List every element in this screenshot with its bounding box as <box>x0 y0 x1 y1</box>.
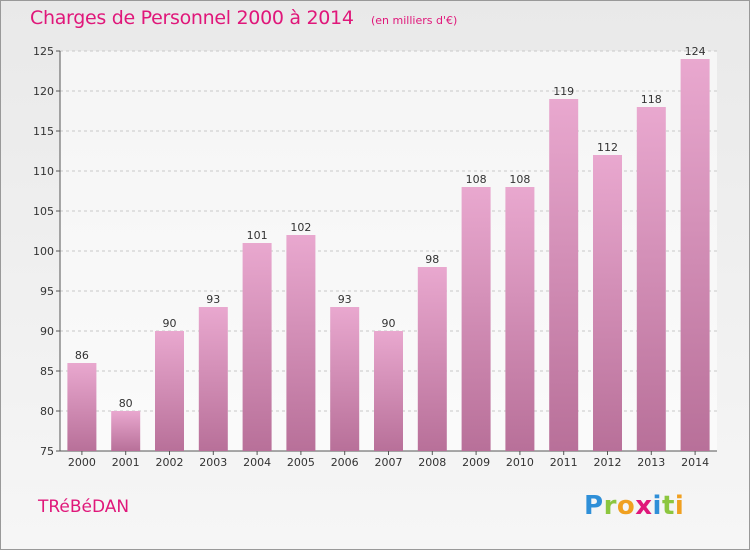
x-tick-label: 2002 <box>156 456 184 469</box>
y-tick-label: 120 <box>33 85 54 98</box>
bar <box>549 99 579 451</box>
y-tick-label: 95 <box>40 285 54 298</box>
bar <box>636 107 666 451</box>
bar <box>111 411 141 451</box>
bar <box>680 59 710 451</box>
data-label: 119 <box>553 85 574 98</box>
data-label: 118 <box>641 93 662 106</box>
x-tick-label: 2003 <box>199 456 227 469</box>
data-label: 101 <box>247 229 268 242</box>
data-label: 112 <box>597 141 618 154</box>
bar <box>461 187 491 451</box>
data-label: 108 <box>466 173 487 186</box>
data-label: 80 <box>119 397 133 410</box>
logo-letter: r <box>603 491 617 521</box>
bar <box>155 331 184 451</box>
x-tick-label: 2000 <box>68 456 96 469</box>
x-tick-label: 2008 <box>418 456 446 469</box>
y-tick-label: 80 <box>40 405 54 418</box>
commune-name: TRéBéDAN <box>38 497 130 517</box>
bar <box>242 243 272 451</box>
bar <box>505 187 535 451</box>
y-tick-label: 125 <box>33 45 54 58</box>
data-label: 90 <box>163 317 177 330</box>
x-tick-label: 2012 <box>594 456 622 469</box>
logo-letter: t <box>661 491 675 521</box>
x-tick-label: 2011 <box>550 456 578 469</box>
y-tick-label: 85 <box>40 365 54 378</box>
x-tick-label: 2009 <box>462 456 490 469</box>
x-tick-label: 2013 <box>637 456 665 469</box>
x-tick-label: 2001 <box>112 456 140 469</box>
logo-letter: P <box>584 491 604 521</box>
x-tick-label: 2007 <box>375 456 403 469</box>
logo-letter: o <box>616 491 636 521</box>
bar <box>67 363 97 451</box>
data-label: 108 <box>509 173 530 186</box>
data-label: 98 <box>425 253 439 266</box>
proxiti-logo: Proxiti <box>584 491 684 521</box>
bar <box>330 307 360 451</box>
chart-subtitle: (en milliers d'€) <box>371 14 458 27</box>
data-label: 102 <box>290 221 311 234</box>
y-tick-label: 75 <box>40 445 54 458</box>
data-label: 93 <box>206 293 220 306</box>
y-tick-label: 105 <box>33 205 54 218</box>
data-label: 86 <box>75 349 89 362</box>
y-tick-label: 90 <box>40 325 54 338</box>
x-tick-label: 2004 <box>243 456 271 469</box>
bar <box>417 267 447 451</box>
x-tick-label: 2014 <box>681 456 709 469</box>
x-tick-label: 2006 <box>331 456 359 469</box>
data-label: 90 <box>382 317 396 330</box>
y-tick-label: 110 <box>33 165 54 178</box>
data-label: 93 <box>338 293 352 306</box>
chart-title: Charges de Personnel 2000 à 2014 <box>30 7 354 29</box>
y-tick-label: 115 <box>33 125 54 138</box>
bar <box>593 155 622 451</box>
bar <box>198 307 228 451</box>
y-tick-label: 100 <box>33 245 54 258</box>
logo-letter: x <box>635 491 653 521</box>
logo-letter: i <box>652 491 662 521</box>
bar <box>286 235 316 451</box>
x-tick-label: 2010 <box>506 456 534 469</box>
x-tick-label: 2005 <box>287 456 315 469</box>
logo-letter: i <box>674 491 685 521</box>
bar <box>374 331 403 451</box>
data-label: 124 <box>685 45 706 58</box>
